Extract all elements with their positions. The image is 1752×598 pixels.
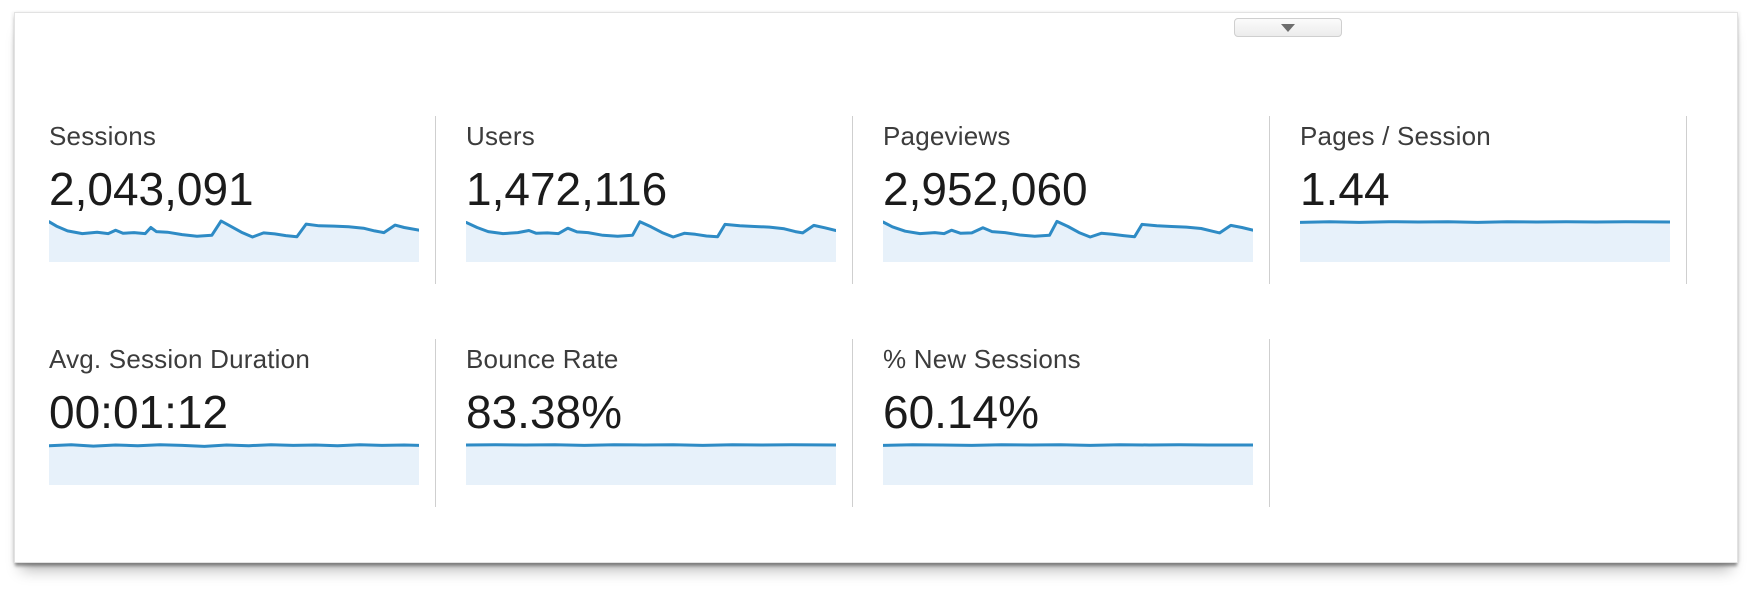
sparkline-chart	[49, 219, 419, 262]
metric-card-pageviews[interactable]: Pageviews 2,952,060	[853, 116, 1270, 284]
sparkline-chart	[466, 443, 836, 485]
metric-label: Avg. Session Duration	[49, 344, 310, 374]
metric-card-pages-per-session[interactable]: Pages / Session 1.44	[1270, 116, 1687, 284]
sparkline-chart	[49, 443, 419, 485]
sparkline-chart	[883, 443, 1253, 485]
metric-value: 00:01:12	[49, 386, 229, 438]
metric-card-sessions[interactable]: Sessions 2,043,091	[19, 116, 436, 284]
metrics-summary-panel: Sessions 2,043,091 Users 1,472,116 Pagev…	[14, 12, 1738, 563]
metric-value: 60.14%	[883, 386, 1040, 438]
metrics-row-1: Sessions 2,043,091 Users 1,472,116 Pagev…	[19, 116, 1687, 284]
metric-card-avg-session-duration[interactable]: Avg. Session Duration 00:01:12	[19, 339, 436, 507]
metric-label: Bounce Rate	[466, 344, 619, 374]
collapse-arrow-icon	[1281, 23, 1295, 32]
sparkline-chart	[883, 219, 1253, 262]
metric-label: % New Sessions	[883, 344, 1081, 374]
metric-card-percent-new-sessions[interactable]: % New Sessions 60.14%	[853, 339, 1270, 507]
metric-label: Pages / Session	[1300, 121, 1491, 151]
sparkline-chart	[466, 220, 836, 262]
metric-value: 1,472,116	[466, 163, 668, 215]
metric-label: Users	[466, 121, 535, 151]
empty-cell	[1270, 339, 1687, 507]
metric-label: Sessions	[49, 121, 157, 151]
metric-label: Pageviews	[883, 121, 1011, 151]
metric-card-users[interactable]: Users 1,472,116	[436, 116, 853, 284]
metric-value: 2,043,091	[49, 163, 254, 215]
metrics-row-2: Avg. Session Duration 00:01:12 Bounce Ra…	[19, 339, 1687, 507]
collapse-button[interactable]	[1234, 18, 1342, 37]
metric-value: 83.38%	[466, 386, 623, 438]
sparkline-chart	[1300, 220, 1670, 262]
metric-card-bounce-rate[interactable]: Bounce Rate 83.38%	[436, 339, 853, 507]
metric-value: 2,952,060	[883, 163, 1088, 215]
metric-value: 1.44	[1300, 163, 1390, 215]
